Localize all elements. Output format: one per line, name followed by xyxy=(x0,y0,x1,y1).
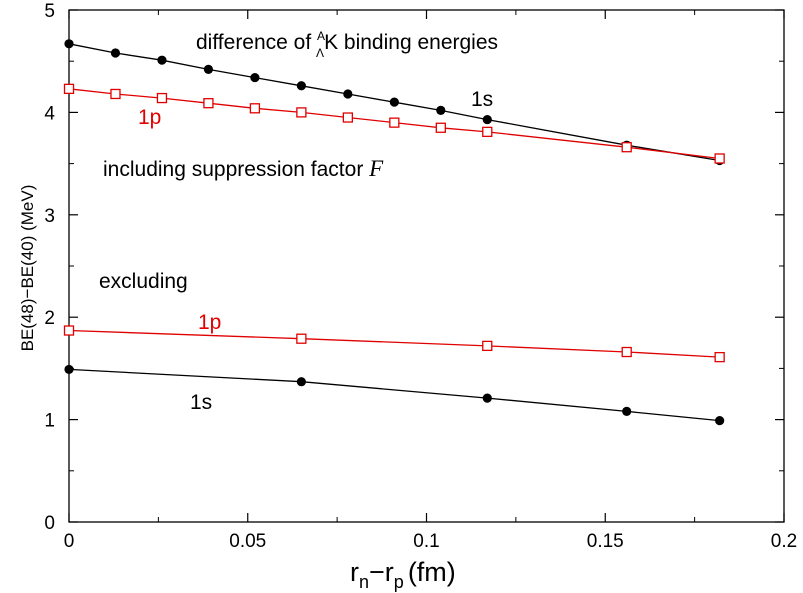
data-point xyxy=(296,333,307,344)
data-point xyxy=(714,153,725,164)
series-1 xyxy=(63,83,725,164)
x-axis-r1: r xyxy=(350,557,359,587)
including-text: including suppression factor xyxy=(103,158,369,181)
series-line xyxy=(68,43,720,162)
data-point xyxy=(622,406,632,417)
data-point xyxy=(296,377,306,387)
x-tick-label: 0 xyxy=(64,531,75,552)
heading-sub-lambda: Λ xyxy=(316,46,324,60)
y-tick-label: 3 xyxy=(44,206,55,227)
data-point xyxy=(435,122,446,133)
heading-suffix: K binding energies xyxy=(324,31,498,54)
factor-symbol: F xyxy=(368,156,384,181)
data-point xyxy=(296,107,307,118)
data-point xyxy=(203,64,214,74)
y-axis-title: BE(48)−BE(40) (MeV) xyxy=(18,185,37,352)
data-point xyxy=(203,98,214,109)
label-1s-lower: 1s xyxy=(190,391,212,414)
label-1s-upper: 1s xyxy=(471,88,493,111)
series xyxy=(63,39,725,426)
x-tick-label: 0.1 xyxy=(413,531,439,552)
x-axis-r2: r xyxy=(385,557,394,587)
chart-heading: difference of A ΛK binding energies xyxy=(196,29,498,60)
data-point xyxy=(250,72,260,83)
series-line xyxy=(68,368,720,422)
including-label: including suppression factor F xyxy=(103,156,384,181)
data-point xyxy=(389,97,399,107)
heading-prefix: difference of xyxy=(196,31,317,54)
data-point xyxy=(157,55,167,65)
y-tick-label: 2 xyxy=(44,308,55,329)
data-point xyxy=(436,105,446,115)
x-axis-minus: − xyxy=(369,557,385,587)
data-point xyxy=(63,325,75,336)
x-axis-title: rn−rp (fm) xyxy=(350,557,456,592)
data-point xyxy=(482,114,492,125)
data-point xyxy=(64,364,74,375)
heading-super-A: A xyxy=(317,29,325,43)
series-2 xyxy=(63,325,725,363)
data-point xyxy=(482,340,493,352)
data-point xyxy=(621,346,632,358)
ticks: 0 0.05 0.1 0.15 0.2 0 1 2 3 4 5 xyxy=(44,1,797,552)
x-axis-sub-p: p xyxy=(394,572,404,592)
y-tick-label: 4 xyxy=(44,103,55,124)
data-point xyxy=(343,89,353,99)
data-point xyxy=(64,39,74,49)
series-line xyxy=(68,88,720,160)
x-tick-label: 0.2 xyxy=(771,531,797,552)
x-tick-label: 0.15 xyxy=(587,531,624,552)
label-1p-lower: 1p xyxy=(198,311,221,334)
y-tick-label: 1 xyxy=(44,411,55,432)
y-tick-label: 0 xyxy=(44,513,55,534)
data-point xyxy=(482,393,492,403)
label-1p-upper: 1p xyxy=(138,106,161,129)
x-tick-label: 0.05 xyxy=(229,531,266,552)
data-point xyxy=(715,416,725,426)
data-point xyxy=(296,81,306,91)
x-axis-unit: (fm) xyxy=(408,557,456,587)
data-point xyxy=(621,142,632,153)
x-axis-sub-n: n xyxy=(359,572,369,592)
data-point xyxy=(482,126,493,138)
data-point xyxy=(110,88,121,100)
data-point xyxy=(110,48,121,58)
data-point xyxy=(63,83,75,94)
y-tick-label: 5 xyxy=(44,1,55,22)
axes xyxy=(68,9,785,523)
series-3 xyxy=(64,364,725,426)
data-point xyxy=(156,92,168,104)
plot-frame xyxy=(68,9,785,523)
data-point xyxy=(389,117,400,128)
data-point xyxy=(249,103,261,114)
excluding-label: excluding xyxy=(99,270,188,293)
data-point xyxy=(342,112,354,123)
data-point xyxy=(714,351,725,363)
